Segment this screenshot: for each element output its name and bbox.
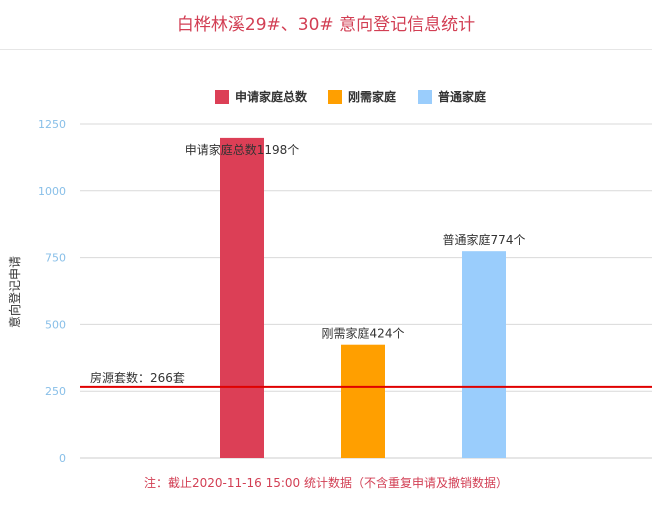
y-tick-label: 1000	[38, 185, 66, 198]
legend-item-normal[interactable]: 普通家庭	[418, 88, 486, 105]
bar	[462, 251, 506, 458]
legend-swatch-rigid	[328, 89, 342, 104]
y-tick-label: 1250	[38, 118, 66, 131]
data-label: 刚需家庭424个	[322, 326, 405, 341]
data-label: 普通家庭774个	[443, 232, 526, 247]
legend-label-total: 申请家庭总数	[235, 90, 308, 104]
reference-line-label: 房源套数：266套	[90, 370, 185, 385]
legend-swatch-total	[215, 89, 229, 104]
data-label: 申请家庭总数1198个	[185, 142, 300, 157]
legend-item-rigid[interactable]: 刚需家庭	[328, 88, 396, 105]
legend: 申请家庭总数 刚需家庭 普通家庭	[0, 88, 652, 106]
y-tick-label: 750	[45, 252, 66, 265]
legend-swatch-normal	[418, 89, 432, 104]
legend-item-total[interactable]: 申请家庭总数	[215, 88, 307, 105]
title-divider	[0, 49, 652, 50]
y-tick-label: 250	[45, 385, 66, 398]
legend-label-rigid: 刚需家庭	[348, 90, 397, 104]
legend-label-normal: 普通家庭	[438, 90, 487, 104]
y-tick-label: 500	[45, 318, 66, 331]
y-tick-label: 0	[59, 452, 66, 465]
footnote: 注：截止2020-11-16 15:00 统计数据（不含重复申请及撤销数据）	[144, 476, 508, 490]
bar	[341, 344, 385, 458]
chart-title: 白桦林溪29#、30# 意向登记信息统计	[176, 15, 476, 35]
bar	[220, 137, 264, 458]
